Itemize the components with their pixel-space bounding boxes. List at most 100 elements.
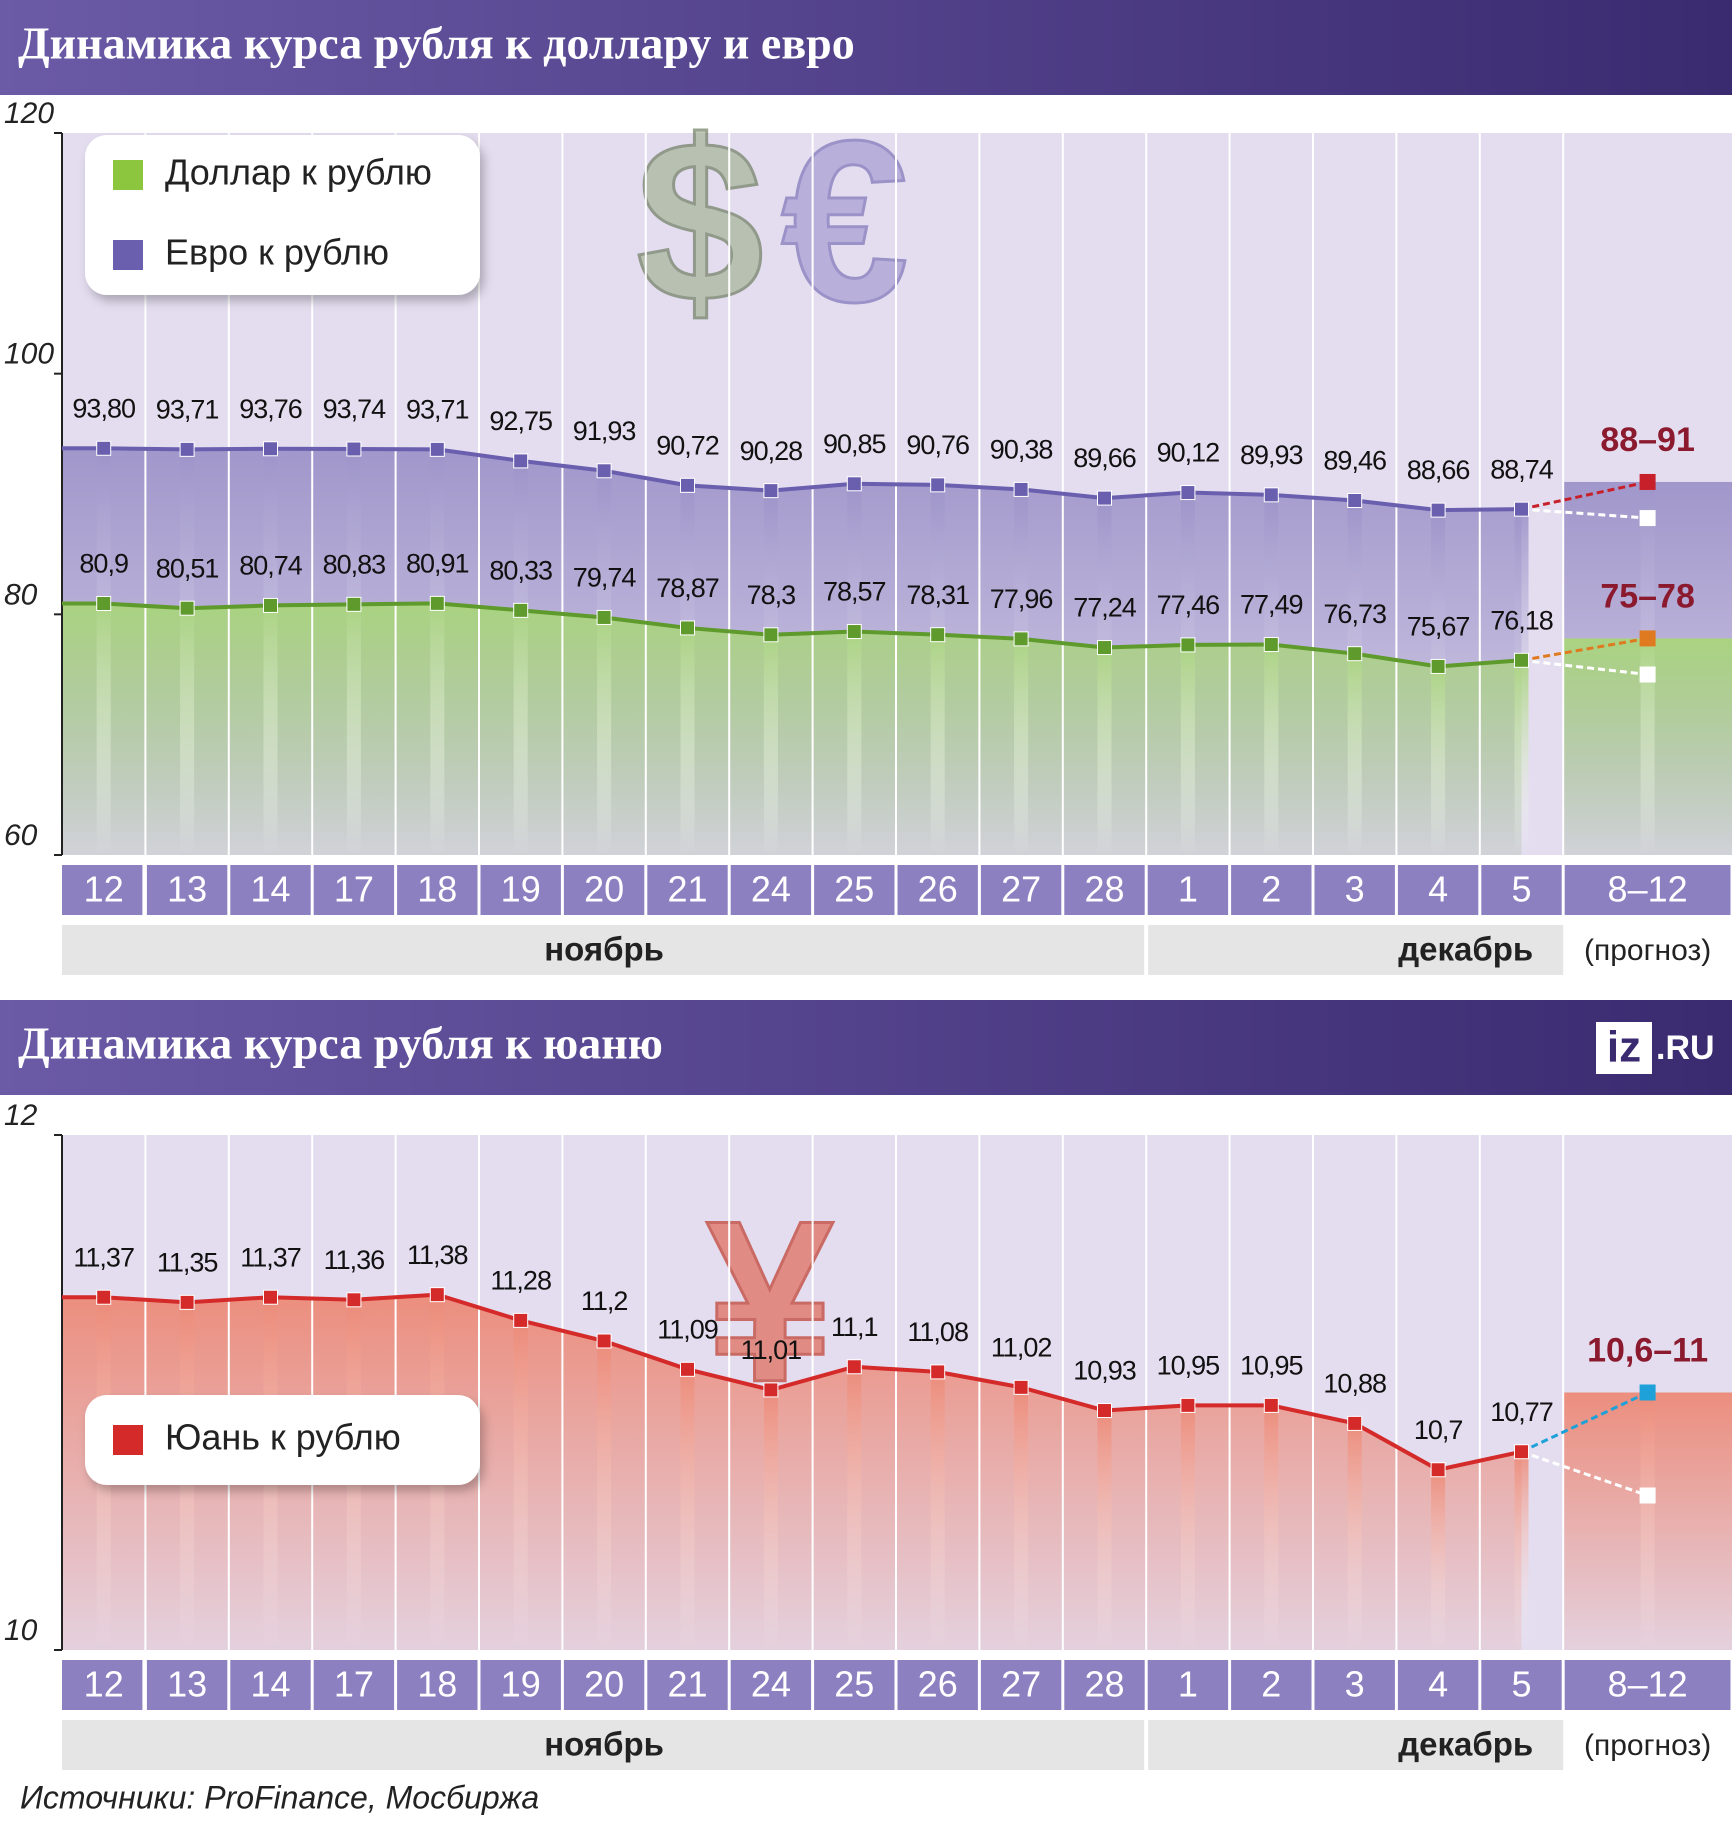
marker [1430, 502, 1446, 518]
category-cell [230, 865, 311, 915]
x-tick-label: 13 [167, 869, 207, 910]
marker [763, 627, 779, 643]
marker [513, 453, 529, 469]
forecast-bar [1640, 1392, 1655, 1650]
marker [680, 477, 695, 493]
category-cell [313, 1660, 395, 1710]
x-tick-label: 3 [1345, 869, 1365, 910]
data-label: 93,74 [323, 394, 387, 424]
marker [1347, 1415, 1363, 1431]
category-cell [814, 865, 895, 915]
data-label: 77,96 [990, 584, 1053, 614]
drop-bar [1180, 1405, 1195, 1650]
chart-title: Динамика курса рубля к юаню [18, 1018, 663, 1069]
category-cell [230, 1660, 311, 1710]
category-cell [397, 1660, 478, 1710]
y-tick-label: 60 [4, 819, 38, 852]
x-tick-label: 28 [1084, 869, 1124, 910]
marker [429, 1287, 445, 1303]
drop-bar [1431, 1469, 1446, 1650]
data-label: 89,66 [1073, 443, 1136, 473]
marker [96, 1289, 112, 1305]
month-cell [1148, 925, 1564, 975]
x-tick-label: 5 [1511, 869, 1531, 910]
forecast-label: 10,6–11 [1587, 1331, 1708, 1369]
x-tick-label: 24 [751, 869, 791, 910]
x-tick-label: 18 [417, 1664, 457, 1705]
drop-bar [1264, 1405, 1279, 1650]
data-label: 79,74 [573, 563, 637, 593]
forecast-marker-low [1639, 666, 1656, 683]
data-label: 90,28 [740, 436, 803, 466]
x-tick-label: 25 [834, 869, 874, 910]
data-label: 80,9 [79, 549, 128, 579]
data-label: 78,3 [747, 580, 796, 610]
month-cell [1148, 1720, 1564, 1770]
x-tick-label: 1 [1178, 1664, 1198, 1705]
marker [1180, 637, 1196, 653]
marker [1514, 501, 1529, 517]
x-tick-label: 3 [1345, 1664, 1365, 1705]
category-cell [1314, 865, 1395, 915]
header-band [0, 0, 1732, 95]
drop-bar [930, 1371, 945, 1650]
marker [1263, 487, 1279, 503]
marker [930, 627, 946, 643]
drop-bar [763, 634, 778, 855]
x-tick-label: 28 [1084, 1664, 1124, 1705]
data-label: 75,67 [1407, 612, 1470, 642]
forecast-label: 88–91 [1600, 421, 1695, 459]
category-cell [480, 1660, 561, 1710]
x-tick-label: 8–12 [1608, 869, 1688, 910]
marker [1430, 1462, 1446, 1478]
category-cell [1397, 865, 1479, 915]
marker [1013, 481, 1029, 497]
forecast-marker-low [1639, 1487, 1656, 1504]
x-tick-label: 18 [417, 869, 457, 910]
drop-bar [930, 634, 945, 855]
legend-label: Евро к рублю [165, 232, 389, 273]
data-label: 11,36 [324, 1245, 385, 1275]
legend-box [85, 135, 480, 295]
data-label: 90,12 [1157, 438, 1220, 468]
marker [263, 597, 278, 613]
data-label: 11,02 [991, 1332, 1052, 1362]
marker [930, 1364, 946, 1380]
x-tick-label: 14 [250, 869, 290, 910]
drop-bar [1431, 666, 1446, 855]
category-cell [62, 865, 143, 915]
drop-bar [96, 603, 111, 855]
category-cell [62, 1660, 143, 1710]
x-tick-label: 1 [1178, 869, 1198, 910]
legend-box [85, 1395, 480, 1485]
marker [429, 441, 445, 457]
data-label: 11,38 [407, 1240, 468, 1270]
marker [263, 1289, 278, 1305]
drop-bar [1347, 1423, 1362, 1650]
legend-swatch [113, 1425, 143, 1455]
x-tick-label: 26 [918, 1664, 958, 1705]
logo-box [1596, 1022, 1652, 1074]
drop-bar [263, 605, 278, 855]
series-area [62, 603, 1522, 855]
x-tick-label: 2 [1261, 869, 1281, 910]
data-label: 80,91 [406, 549, 469, 579]
marker [680, 620, 695, 636]
category-cell [1064, 1660, 1145, 1710]
marker [1013, 1379, 1029, 1395]
data-label: 89,46 [1323, 446, 1386, 476]
marker [596, 463, 612, 479]
category-cell [480, 865, 561, 915]
x-tick-label: 4 [1428, 1664, 1448, 1705]
marker [1097, 490, 1112, 506]
category-cell [647, 1660, 728, 1710]
month-label: ноябрь [544, 931, 664, 968]
category-cell [146, 1660, 228, 1710]
drop-bar [597, 1341, 612, 1650]
marker [179, 1294, 195, 1310]
category-cell [730, 865, 812, 915]
marker [1347, 492, 1363, 508]
drop-bar [346, 604, 361, 855]
drop-bar [680, 627, 695, 855]
data-label: 10,88 [1323, 1369, 1386, 1399]
